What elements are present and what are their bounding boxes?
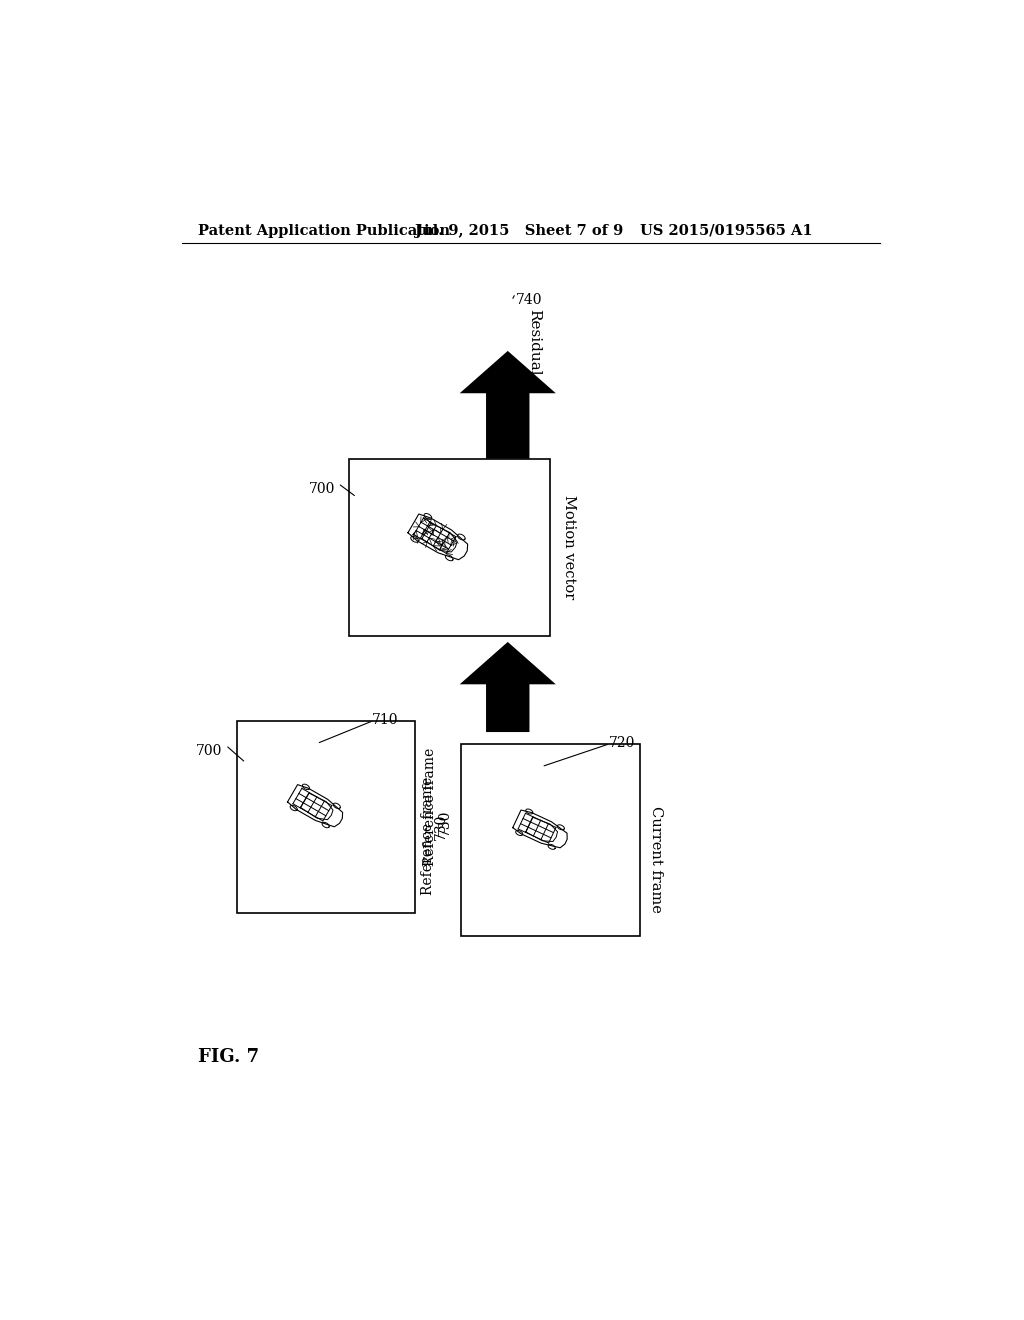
Polygon shape [460,642,556,733]
Text: Reference frame: Reference frame [421,777,435,895]
Text: 710: 710 [372,713,398,727]
Text: FIG. 7: FIG. 7 [198,1048,259,1065]
Text: Residual: Residual [527,309,541,375]
Text: 700: 700 [308,482,335,496]
Text: 730: 730 [438,809,452,836]
Bar [349,459,550,636]
Polygon shape [460,351,556,459]
Text: Reference frame: Reference frame [423,748,436,866]
Bar [461,743,640,936]
Text: 700: 700 [197,743,222,758]
Text: Motion vector: Motion vector [562,495,575,599]
Text: Patent Application Publication: Patent Application Publication [198,224,450,238]
Text: US 2015/0195565 A1: US 2015/0195565 A1 [640,224,812,238]
Text: 740: 740 [515,293,542,308]
Text: Current frame: Current frame [649,805,663,912]
Text: 720: 720 [608,737,635,750]
Bar [237,721,415,913]
Text: Jul. 9, 2015   Sheet 7 of 9: Jul. 9, 2015 Sheet 7 of 9 [415,224,623,238]
Text: 730: 730 [434,813,449,840]
